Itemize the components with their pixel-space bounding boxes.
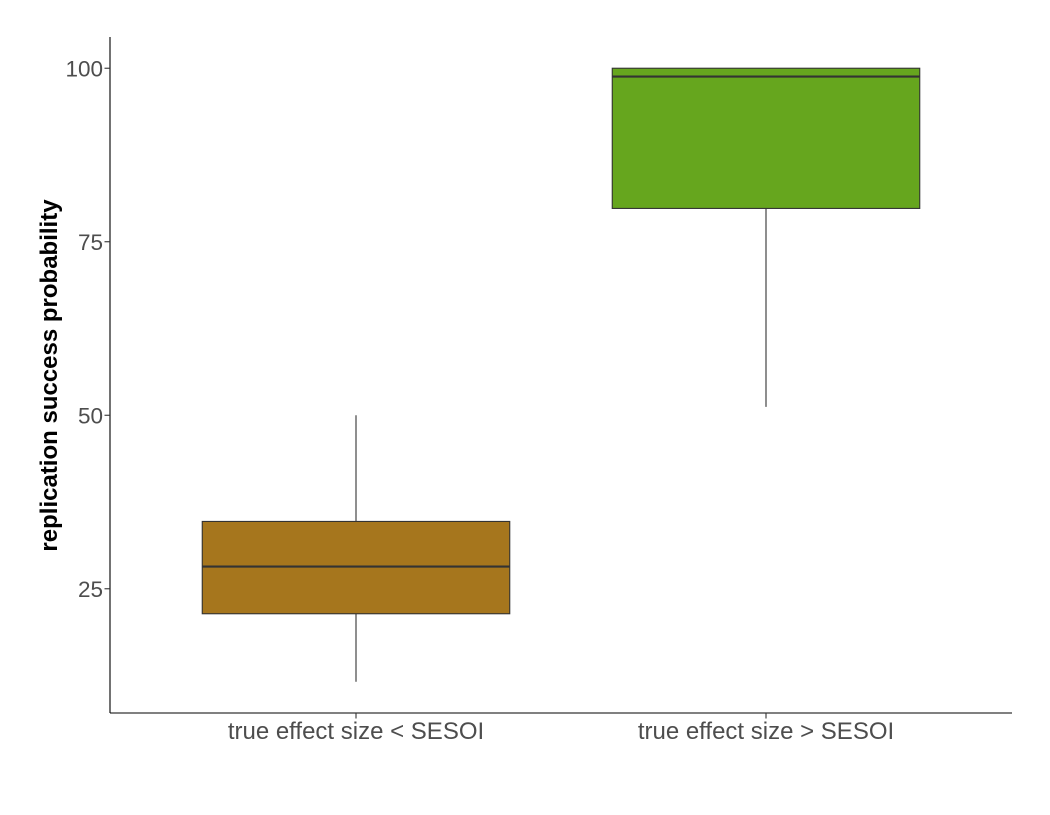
- y-tick-label: 25: [78, 577, 103, 602]
- x-tick-label: true effect size < SESOI: [228, 718, 484, 745]
- x-tick-label: true effect size > SESOI: [638, 718, 894, 745]
- y-axis-ticks: 25 50 75 100: [65, 56, 110, 602]
- y-axis-label: replication success probability: [36, 199, 63, 552]
- y-tick-label: 50: [78, 403, 103, 428]
- box-group: [611, 67, 921, 407]
- box: [611, 67, 921, 209]
- y-tick-label: 75: [78, 230, 103, 255]
- y-tick-label: 100: [65, 56, 103, 81]
- x-axis-ticks: true effect size < SESOI true effect size…: [228, 713, 894, 745]
- box-marks: [201, 67, 921, 682]
- box-group: [201, 415, 511, 682]
